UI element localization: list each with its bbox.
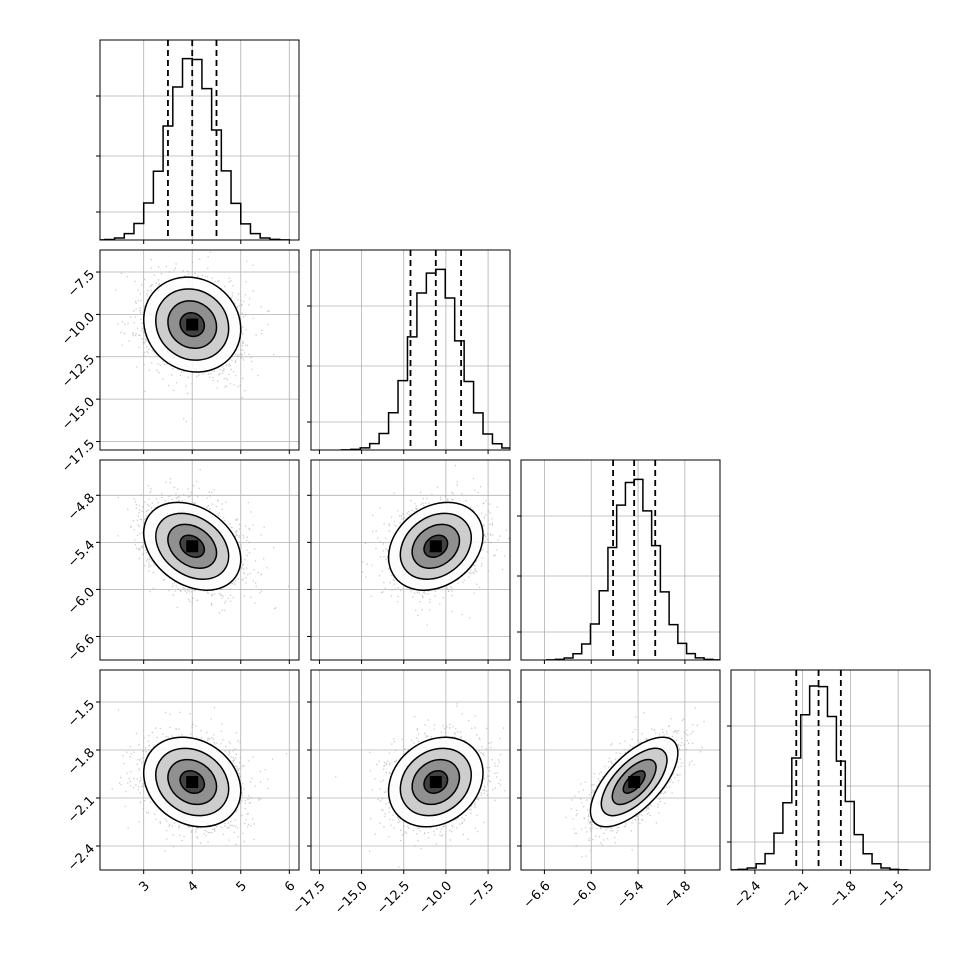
- y-tick-label: −15.0: [59, 395, 98, 434]
- x-tick-label: −2.4: [731, 879, 764, 912]
- density-peak: [429, 540, 442, 553]
- panel-0-0: [96, 39, 300, 244]
- y-tick-label: −4.8: [65, 491, 98, 524]
- x-tick-label: −4.8: [661, 879, 694, 912]
- panel-frame: [730, 669, 931, 871]
- scatter-points: [117, 469, 290, 614]
- panel-frame: [520, 459, 721, 661]
- panel-3-1: [307, 669, 511, 874]
- x-tick-label: −2.1: [779, 879, 812, 912]
- density-peak: [186, 540, 199, 553]
- y-tick-label: −6.0: [65, 585, 98, 618]
- panel-frame: [99, 39, 300, 241]
- x-tick-label: 3: [136, 879, 152, 895]
- panel-2-2: [517, 459, 721, 664]
- panel-3-0: [96, 669, 300, 874]
- y-tick-label: −5.4: [65, 538, 98, 571]
- panel-3-2: [517, 669, 721, 874]
- x-tick-label: 6: [282, 879, 298, 895]
- x-tick-label: −15.0: [332, 879, 371, 918]
- panel-2-1: [307, 459, 511, 664]
- density-peak: [429, 776, 442, 788]
- density-peak: [186, 318, 199, 331]
- panel-2-0: [96, 459, 300, 664]
- corner-panels: 3 4 5 6−17.5 −15.0 −12.5 −10.0 −7.5 −6.6 −6.0 −5.4…: [59, 39, 931, 918]
- x-tick-label: −6.6: [521, 879, 554, 912]
- histogram: [731, 685, 909, 870]
- panel-frame: [310, 459, 511, 661]
- x-tick-label: −10.0: [416, 879, 455, 918]
- x-tick-label: −12.5: [374, 879, 413, 918]
- panel-frame: [310, 249, 511, 451]
- y-tick-label: −17.5: [59, 437, 98, 476]
- density-peak: [628, 776, 641, 788]
- y-tick-label: −1.5: [65, 697, 98, 730]
- x-tick-label: −1.8: [827, 879, 860, 912]
- panel-frame: [99, 459, 300, 661]
- y-tick-label: −10.0: [59, 310, 98, 349]
- x-tick-label: 4: [185, 879, 201, 895]
- y-tick-label: −2.4: [65, 841, 98, 874]
- y-tick-label: −2.1: [65, 793, 98, 826]
- panel-1-1: [307, 249, 511, 454]
- panel-frame: [520, 669, 721, 871]
- panel-3-3: [727, 669, 931, 874]
- x-tick-label: −5.4: [614, 879, 647, 912]
- panel-frame: [99, 249, 300, 451]
- x-tick-label: 5: [234, 879, 250, 895]
- y-tick-label: −1.8: [65, 745, 98, 778]
- histogram: [100, 57, 291, 240]
- x-tick-label: −6.0: [568, 879, 601, 912]
- x-tick-label: −1.5: [874, 879, 907, 912]
- density-peak: [186, 776, 199, 788]
- panel-frame: [99, 669, 300, 871]
- x-tick-label: −17.5: [290, 879, 329, 918]
- panel-1-0: [96, 249, 300, 454]
- panel-frame: [310, 669, 511, 871]
- y-tick-label: −12.5: [59, 352, 98, 391]
- y-tick-label: −6.6: [65, 632, 98, 665]
- x-tick-label: −7.5: [464, 879, 497, 912]
- y-tick-label: −7.5: [65, 267, 98, 300]
